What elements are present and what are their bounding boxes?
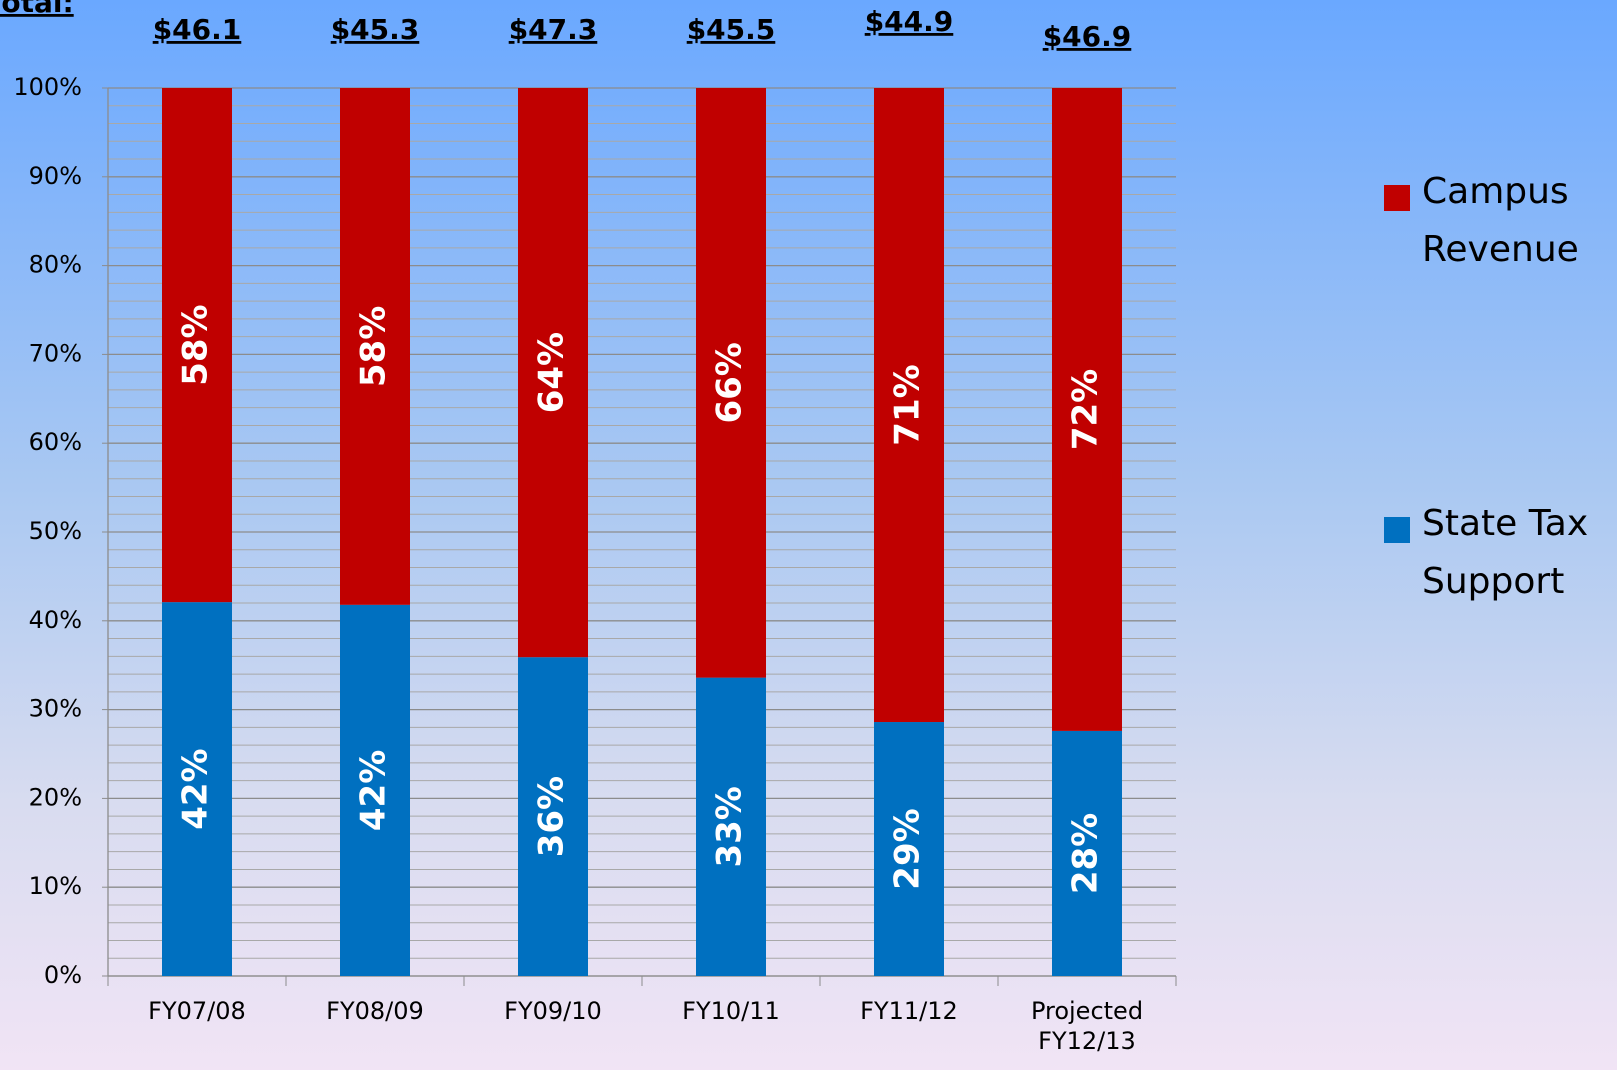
x-tick-label: FY08/09: [326, 997, 424, 1025]
y-tick-label: 90%: [29, 162, 82, 190]
x-tick-label: FY11/12: [860, 997, 958, 1025]
bar-segment: [162, 88, 232, 603]
data-label: 72%: [1066, 369, 1106, 450]
data-label: 33%: [710, 786, 750, 867]
y-tick-label: 0%: [44, 961, 82, 989]
data-label: 28%: [1066, 813, 1106, 894]
total-label: $46.1: [153, 13, 242, 46]
bar-segment: [874, 722, 944, 976]
y-tick-label: 10%: [29, 872, 82, 900]
total-label: $44.9: [865, 5, 954, 38]
total-label: $46.9: [1043, 20, 1132, 53]
bar-segment: [162, 602, 232, 976]
x-tick-label: Projected FY12/13: [1030, 997, 1144, 1055]
data-label: 71%: [888, 364, 928, 445]
total-label: $47.3: [509, 13, 598, 46]
x-tick-label: FY09/10: [504, 997, 602, 1025]
legend-swatch: [1384, 517, 1410, 543]
bar-segment: [518, 88, 588, 658]
bar-segment: [1052, 88, 1122, 731]
y-tick-label: 20%: [29, 783, 82, 811]
data-label: 42%: [176, 748, 216, 829]
bar-segment: [874, 88, 944, 723]
total-label: $45.3: [331, 13, 420, 46]
total-label: $45.5: [687, 13, 776, 46]
x-tick-label: FY10/11: [682, 997, 780, 1025]
x-tick-label: FY07/08: [148, 997, 246, 1025]
y-tick-label: 70%: [29, 339, 82, 367]
data-label: 64%: [532, 332, 572, 413]
bar-segment: [340, 88, 410, 605]
legend-label: Campus Revenue: [1422, 171, 1579, 270]
y-tick-label: 30%: [29, 695, 82, 723]
data-label: 66%: [710, 342, 750, 423]
bar-segment: [696, 677, 766, 976]
legend-label: State Tax Support: [1422, 503, 1589, 602]
data-label: 29%: [888, 808, 928, 889]
data-label: 42%: [354, 750, 394, 831]
bar-segment: [340, 604, 410, 976]
data-label: 36%: [532, 776, 572, 857]
y-tick-label: 60%: [29, 428, 82, 456]
data-label: 58%: [176, 304, 216, 385]
y-tick-label: 100%: [13, 73, 82, 101]
total-caption: Total:: [0, 0, 74, 19]
y-tick-label: 80%: [29, 251, 82, 279]
bar-segment: [518, 657, 588, 976]
y-tick-label: 40%: [29, 606, 82, 634]
legend-swatch: [1384, 185, 1410, 211]
bar-segment: [1052, 730, 1122, 976]
data-label: 58%: [354, 306, 394, 387]
y-tick-label: 50%: [29, 517, 82, 545]
bar-segment: [696, 88, 766, 678]
